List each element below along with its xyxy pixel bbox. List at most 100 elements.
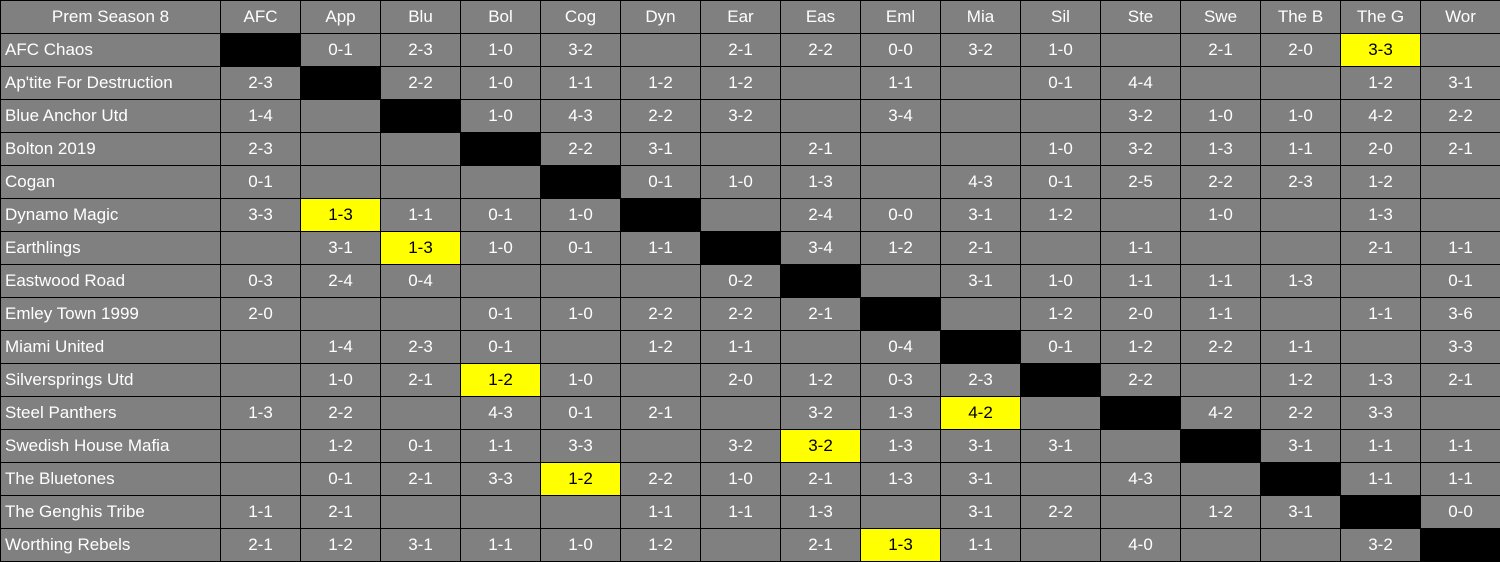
result-cell[interactable]: 0-0 [860,198,941,232]
result-cell[interactable] [1420,396,1500,430]
result-cell[interactable]: 0-1 [1020,330,1101,364]
result-cell[interactable]: 0-1 [460,330,541,364]
result-cell[interactable]: 1-1 [1340,429,1421,463]
column-header[interactable]: The B [1260,0,1341,34]
result-cell[interactable]: 1-2 [620,330,701,364]
result-cell[interactable]: 4-0 [1100,528,1181,562]
result-cell[interactable]: 1-2 [620,66,701,100]
result-cell[interactable]: 2-0 [700,363,781,397]
result-cell[interactable]: 2-1 [380,462,461,496]
result-cell[interactable]: 1-1 [1260,132,1341,166]
result-cell[interactable] [620,429,701,463]
team-name-cell[interactable]: The Bluetones [0,462,221,496]
result-cell[interactable]: 1-1 [1180,264,1261,298]
result-cell[interactable] [1260,528,1341,562]
self-match-cell[interactable] [460,132,541,166]
team-name-cell[interactable]: Cogan [0,165,221,199]
result-cell[interactable]: 1-1 [1100,264,1181,298]
result-cell[interactable]: 3-6 [1420,297,1500,331]
result-cell[interactable]: 2-1 [700,33,781,67]
highlighted-result-cell[interactable]: 4-2 [940,396,1021,430]
result-cell[interactable] [1020,528,1101,562]
team-name-cell[interactable]: Bolton 2019 [0,132,221,166]
self-match-cell[interactable] [1100,396,1181,430]
result-cell[interactable]: 1-0 [460,66,541,100]
result-cell[interactable]: 2-2 [620,462,701,496]
result-cell[interactable]: 2-1 [780,132,861,166]
self-match-cell[interactable] [780,264,861,298]
self-match-cell[interactable] [1180,429,1261,463]
result-cell[interactable] [380,396,461,430]
team-name-cell[interactable]: Ap'tite For Destruction [0,66,221,100]
result-cell[interactable] [780,330,861,364]
result-cell[interactable]: 1-3 [860,429,941,463]
result-cell[interactable]: 3-2 [540,33,621,67]
result-cell[interactable]: 1-0 [700,462,781,496]
self-match-cell[interactable] [540,165,621,199]
result-cell[interactable]: 1-2 [1340,165,1421,199]
self-match-cell[interactable] [1020,363,1101,397]
result-cell[interactable]: 2-0 [1340,132,1421,166]
result-cell[interactable]: 3-1 [940,462,1021,496]
result-cell[interactable]: 1-3 [860,396,941,430]
team-name-cell[interactable]: Emley Town 1999 [0,297,221,331]
result-cell[interactable]: 2-3 [220,132,301,166]
result-cell[interactable]: 4-3 [460,396,541,430]
result-cell[interactable]: 0-1 [220,165,301,199]
result-cell[interactable]: 4-3 [1100,462,1181,496]
result-cell[interactable] [1100,429,1181,463]
result-cell[interactable]: 2-1 [380,363,461,397]
result-cell[interactable] [1180,363,1261,397]
result-cell[interactable]: 1-2 [1020,198,1101,232]
result-cell[interactable]: 0-1 [300,33,381,67]
result-cell[interactable] [1180,528,1261,562]
result-cell[interactable] [1020,99,1101,133]
result-cell[interactable] [1260,297,1341,331]
result-cell[interactable] [940,297,1021,331]
result-cell[interactable]: 2-1 [300,495,381,529]
result-cell[interactable] [700,528,781,562]
result-cell[interactable]: 1-3 [220,396,301,430]
result-cell[interactable]: 3-1 [620,132,701,166]
result-cell[interactable]: 1-0 [300,363,381,397]
result-cell[interactable]: 1-2 [700,66,781,100]
result-cell[interactable]: 1-3 [860,462,941,496]
self-match-cell[interactable] [700,231,781,265]
result-cell[interactable]: 1-3 [1340,363,1421,397]
result-cell[interactable] [780,99,861,133]
result-cell[interactable]: 3-1 [940,429,1021,463]
result-cell[interactable]: 2-0 [1100,297,1181,331]
self-match-cell[interactable] [860,297,941,331]
result-cell[interactable] [300,132,381,166]
self-match-cell[interactable] [1260,462,1341,496]
result-cell[interactable]: 4-4 [1100,66,1181,100]
result-cell[interactable]: 1-0 [1020,264,1101,298]
result-cell[interactable]: 0-2 [700,264,781,298]
result-cell[interactable]: 3-1 [940,264,1021,298]
column-header[interactable]: Cog [540,0,621,34]
team-name-cell[interactable]: Swedish House Mafia [0,429,221,463]
result-cell[interactable]: 2-3 [220,66,301,100]
result-cell[interactable]: 1-0 [540,297,621,331]
result-cell[interactable] [460,264,541,298]
result-cell[interactable]: 2-1 [780,297,861,331]
result-cell[interactable]: 3-1 [380,528,461,562]
result-cell[interactable]: 0-1 [620,165,701,199]
result-cell[interactable] [540,330,621,364]
self-match-cell[interactable] [220,33,301,67]
result-cell[interactable]: 3-1 [1020,429,1101,463]
result-cell[interactable] [700,198,781,232]
result-cell[interactable]: 1-1 [1180,297,1261,331]
result-cell[interactable]: 0-3 [860,363,941,397]
result-cell[interactable] [380,165,461,199]
result-cell[interactable]: 1-0 [460,231,541,265]
team-name-cell[interactable]: Earthlings [0,231,221,265]
result-cell[interactable]: 3-1 [300,231,381,265]
result-cell[interactable]: 1-2 [1020,297,1101,331]
highlighted-result-cell[interactable]: 3-2 [780,429,861,463]
result-cell[interactable]: 0-0 [1420,495,1500,529]
result-cell[interactable]: 1-1 [460,528,541,562]
result-cell[interactable]: 1-0 [1180,99,1261,133]
result-cell[interactable] [1420,165,1500,199]
highlighted-result-cell[interactable]: 1-2 [460,363,541,397]
